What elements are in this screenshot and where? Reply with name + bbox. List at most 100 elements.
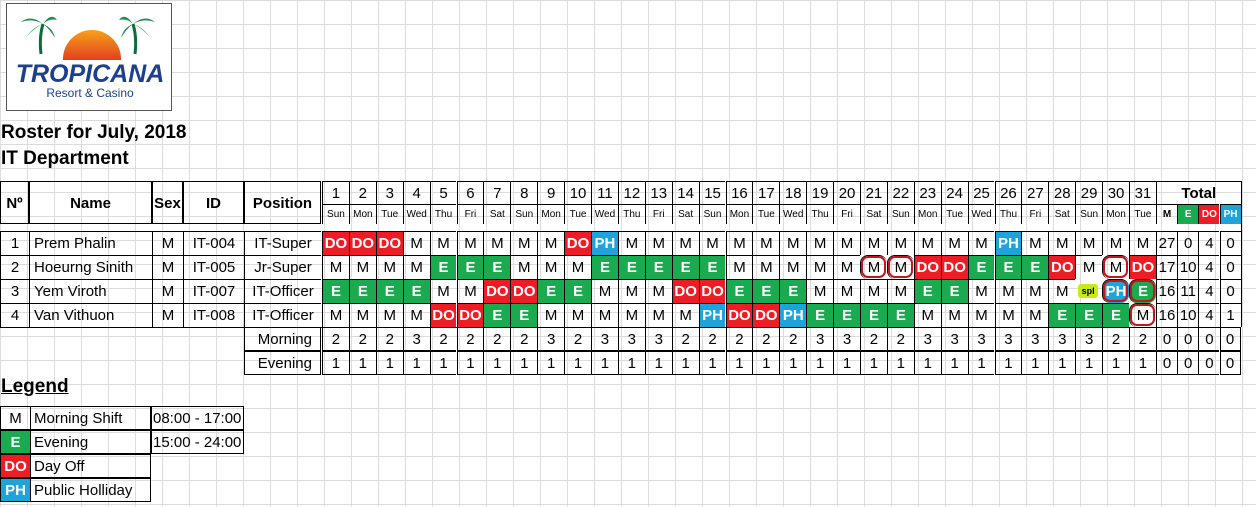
- summary-value: 2: [671, 327, 699, 351]
- day-number: 12: [617, 181, 645, 204]
- summary-value: 1: [1102, 351, 1129, 375]
- shift-cell: M: [375, 255, 403, 279]
- employee-position: IT-Officer: [244, 303, 321, 327]
- day-number: 16: [725, 181, 753, 204]
- employee-total: 16: [1155, 303, 1178, 327]
- summary-value: 1: [591, 351, 618, 375]
- palm-tree-icon: [21, 16, 57, 54]
- weekday-label: Tue: [1129, 204, 1156, 224]
- shift-cell: E: [1021, 255, 1049, 279]
- weekday-label: Sun: [510, 204, 538, 224]
- employee-total: 11: [1177, 279, 1199, 303]
- summary-value: 2: [1129, 327, 1156, 351]
- employee-total: 4: [1198, 279, 1220, 303]
- table-border: [0, 327, 1241, 328]
- shift-cell: E: [994, 255, 1022, 279]
- shift-cell: M: [402, 303, 430, 327]
- summary-value: 1: [483, 351, 511, 375]
- employee-total: 4: [1198, 255, 1220, 279]
- summary-value: 3: [617, 327, 645, 351]
- day-number: 25: [967, 181, 995, 204]
- shift-cell: E: [779, 279, 807, 303]
- shift-cell: M: [644, 303, 672, 327]
- shift-cell: M: [806, 231, 834, 255]
- employee-total: 16: [1155, 279, 1178, 303]
- summary-total: 0: [1155, 351, 1178, 375]
- shift-cell: E: [967, 255, 995, 279]
- shift-cell: M: [860, 231, 887, 255]
- summary-value: 1: [994, 351, 1022, 375]
- shift-cell: DO: [913, 255, 941, 279]
- day-number: 11: [591, 181, 618, 204]
- shift-cell: M: [456, 231, 484, 255]
- employee-sex: M: [152, 255, 183, 279]
- weekday-label: Sat: [483, 204, 511, 224]
- shift-cell: M: [886, 231, 914, 255]
- shift-cell: M: [537, 303, 565, 327]
- summary-value: 2: [456, 327, 484, 351]
- shift-cell: M: [510, 231, 538, 255]
- weekday-label: Fri: [644, 204, 672, 224]
- employee-total: 0: [1177, 231, 1199, 255]
- shift-cell: M: [725, 255, 753, 279]
- shift-cell: E: [671, 255, 699, 279]
- summary-value: 1: [348, 351, 376, 375]
- day-number: 21: [860, 181, 887, 204]
- logo-brand: TROPICANA: [15, 60, 165, 88]
- shift-cell: M: [1129, 231, 1156, 255]
- shift-cell: M: [483, 231, 511, 255]
- shift-cell: M: [886, 279, 914, 303]
- legend-code: E: [0, 430, 30, 454]
- shift-cell: M: [402, 231, 430, 255]
- summary-value: 2: [698, 327, 726, 351]
- summary-total: 0: [1155, 327, 1178, 351]
- legend-code: PH: [0, 478, 30, 502]
- employee-total: 0: [1219, 279, 1241, 303]
- employee-total: 17: [1155, 255, 1178, 279]
- summary-value: 1: [1129, 351, 1156, 375]
- summary-value: 2: [375, 327, 403, 351]
- shift-cell: E: [886, 303, 914, 327]
- day-number: 13: [644, 181, 672, 204]
- shift-cell: E: [617, 255, 645, 279]
- day-number: 27: [1021, 181, 1049, 204]
- shift-cell: M: [537, 255, 565, 279]
- shift-cell: M: [1075, 231, 1103, 255]
- shift-cell: M: [967, 231, 995, 255]
- legend-title: Legend: [1, 376, 69, 397]
- shift-cell: M: [564, 255, 591, 279]
- day-number: 18: [779, 181, 807, 204]
- shift-cell: M: [375, 303, 403, 327]
- summary-value: 1: [617, 351, 645, 375]
- employee-sex: M: [152, 303, 183, 327]
- shift-cell: M: [429, 279, 457, 303]
- shift-cell: E: [1075, 303, 1103, 327]
- summary-value: 1: [833, 351, 860, 375]
- shift-cell: M: [1048, 279, 1076, 303]
- shift-cell: M: [752, 255, 780, 279]
- day-number: 2: [348, 181, 376, 204]
- summary-total: 0: [1198, 351, 1220, 375]
- shift-cell: E: [483, 303, 511, 327]
- weekday-label: Mon: [725, 204, 753, 224]
- weekday-label: Sun: [886, 204, 914, 224]
- employee-sex: M: [152, 279, 183, 303]
- day-number: 17: [752, 181, 780, 204]
- summary-label: Morning: [244, 327, 321, 351]
- shift-cell: M: [833, 231, 860, 255]
- summary-value: 1: [860, 351, 887, 375]
- employee-total: 0: [1219, 255, 1241, 279]
- shift-cell: DO: [940, 255, 968, 279]
- shift-cell: E: [456, 255, 484, 279]
- weekday-label: Mon: [913, 204, 941, 224]
- shift-cell: M: [1075, 255, 1103, 279]
- weekday-label: Mon: [1102, 204, 1129, 224]
- shift-cell: E: [591, 255, 618, 279]
- weekday-label: Thu: [806, 204, 834, 224]
- shift-cell: M: [348, 255, 376, 279]
- shift-cell: DO: [698, 279, 726, 303]
- shift-cell: M: [886, 255, 914, 279]
- day-number: 31: [1129, 181, 1156, 204]
- employee-total: 0: [1219, 231, 1241, 255]
- summary-value: 3: [806, 327, 834, 351]
